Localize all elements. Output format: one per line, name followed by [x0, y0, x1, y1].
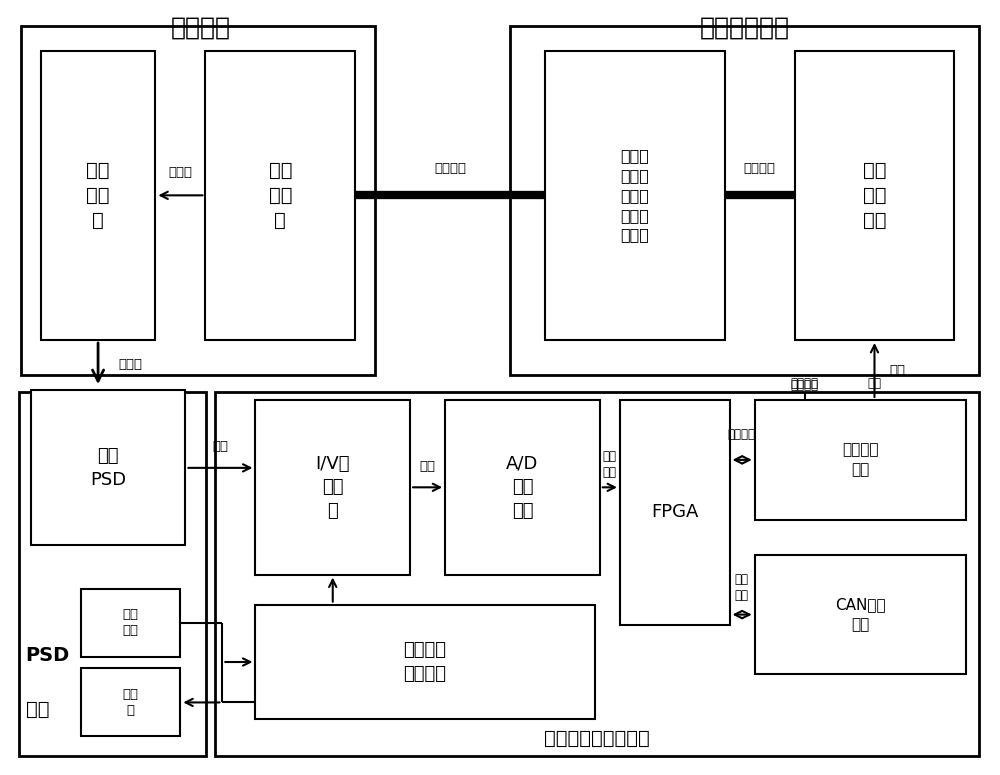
Text: 光学
透镜
组: 光学 透镜 组 [86, 161, 110, 230]
Text: 电机驱动
电路: 电机驱动 电路 [842, 443, 879, 477]
FancyBboxPatch shape [545, 50, 725, 340]
Text: 蜗轮蜗
杆精密
滚珠丝
杠与直
线导轨: 蜗轮蜗 杆精密 滚珠丝 杠与直 线导轨 [620, 148, 649, 243]
FancyBboxPatch shape [620, 400, 730, 625]
Text: 一维
PSD: 一维 PSD [90, 447, 126, 489]
FancyBboxPatch shape [255, 604, 595, 719]
Text: 数字
信号: 数字 信号 [603, 450, 617, 480]
Text: A/D
采集
电路: A/D 采集 电路 [506, 455, 539, 520]
FancyBboxPatch shape [41, 50, 155, 340]
Text: 机械传动: 机械传动 [434, 162, 466, 175]
Text: 数字信号: 数字信号 [728, 429, 756, 442]
Text: 热敏
电阻: 热敏 电阻 [123, 608, 139, 637]
Text: 模块: 模块 [26, 701, 49, 719]
Text: 信号处理与控制模块: 信号处理与控制模块 [544, 729, 650, 749]
Text: 光信号: 光信号 [119, 357, 143, 370]
FancyBboxPatch shape [21, 26, 375, 375]
Text: 电压: 电压 [420, 460, 436, 474]
FancyBboxPatch shape [19, 392, 206, 756]
FancyBboxPatch shape [755, 400, 966, 520]
FancyBboxPatch shape [755, 555, 966, 674]
Text: 激光
二极
管: 激光 二极 管 [269, 161, 292, 230]
FancyBboxPatch shape [445, 400, 600, 575]
Text: PSD: PSD [26, 646, 70, 664]
Text: I/V转
换电
路: I/V转 换电 路 [315, 455, 350, 520]
Text: 数字信号: 数字信号 [791, 378, 819, 391]
Text: 加热
片: 加热 片 [123, 688, 139, 717]
FancyBboxPatch shape [81, 589, 180, 656]
FancyBboxPatch shape [81, 669, 180, 736]
Text: FPGA: FPGA [651, 503, 698, 522]
FancyBboxPatch shape [255, 400, 410, 575]
Text: 温度采集
控制电路: 温度采集 控制电路 [404, 641, 447, 683]
Text: 电流: 电流 [889, 363, 905, 377]
Text: 电流: 电流 [212, 440, 228, 453]
Text: 调整机构模块: 调整机构模块 [700, 16, 790, 40]
Text: 数字
信号: 数字 信号 [735, 574, 749, 602]
FancyBboxPatch shape [215, 392, 979, 756]
Text: 光学模块: 光学模块 [170, 16, 230, 40]
FancyBboxPatch shape [205, 50, 355, 340]
FancyBboxPatch shape [510, 26, 979, 375]
FancyBboxPatch shape [795, 50, 954, 340]
Text: 数字信号: 数字信号 [791, 377, 819, 390]
Text: CAN总线
接口: CAN总线 接口 [835, 598, 886, 632]
Text: 直流
无刷
电机: 直流 无刷 电机 [863, 161, 886, 230]
Text: 机械传动: 机械传动 [744, 162, 776, 175]
FancyBboxPatch shape [31, 390, 185, 545]
Text: 光信号: 光信号 [168, 166, 192, 179]
Text: 电流: 电流 [867, 377, 881, 390]
